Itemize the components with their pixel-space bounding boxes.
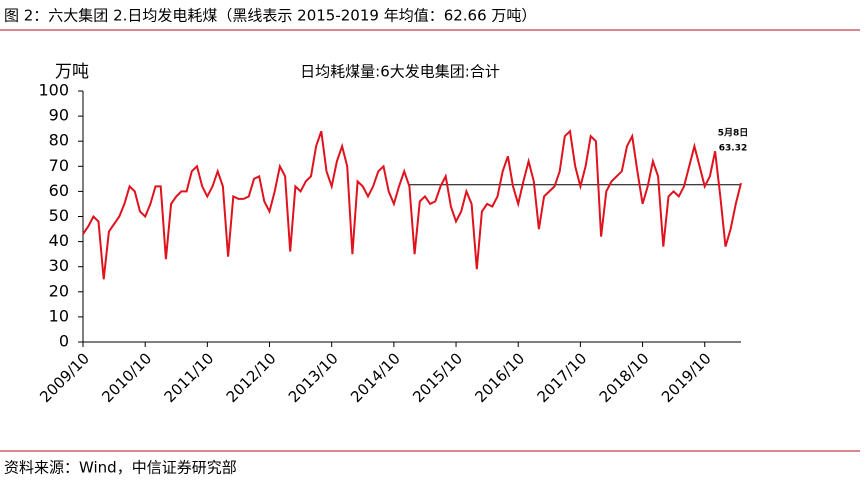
y-tick-label: 0: [59, 332, 69, 351]
y-tick-label: 40: [49, 231, 69, 250]
y-tick-label: 10: [49, 306, 69, 325]
y-tick-label: 70: [49, 156, 69, 175]
annotation-label: 5月8日: [718, 128, 749, 139]
x-tick-label: 2011/10: [161, 349, 218, 406]
x-tick-label: 2016/10: [471, 349, 528, 406]
chart-title: 日均耗煤量:6大发电集团:合计: [300, 63, 500, 81]
x-tick-label: 2018/10: [596, 349, 653, 406]
y-axis-label: 万吨: [55, 62, 89, 82]
x-tick-label: 2010/10: [98, 349, 155, 406]
y-tick-label: 80: [49, 131, 69, 150]
y-tick-label: 60: [49, 181, 69, 200]
figure-title: 图 2：六大集团 2.日均发电耗煤（黑线表示 2015-2019 年均值：62.…: [4, 7, 536, 25]
source: 资料来源：Wind，中信证券研究部: [4, 459, 237, 477]
data-line: [82, 129, 742, 280]
y-tick-label: 100: [38, 81, 69, 100]
x-tick-label: 2019/10: [658, 349, 715, 406]
annotation-value: 63.32: [719, 144, 747, 154]
x-tick-label: 2009/10: [36, 349, 93, 406]
y-tick-label: 30: [49, 256, 69, 275]
y-tick-label: 50: [49, 206, 69, 225]
x-tick-label: 2013/10: [285, 349, 342, 406]
y-tick-label: 90: [49, 106, 69, 125]
x-tick-label: 2017/10: [534, 349, 591, 406]
x-tick-label: 2012/10: [223, 349, 280, 406]
y-tick-label: 20: [49, 281, 69, 300]
x-tick-label: 2014/10: [347, 349, 404, 406]
x-tick-label: 2015/10: [409, 349, 466, 406]
